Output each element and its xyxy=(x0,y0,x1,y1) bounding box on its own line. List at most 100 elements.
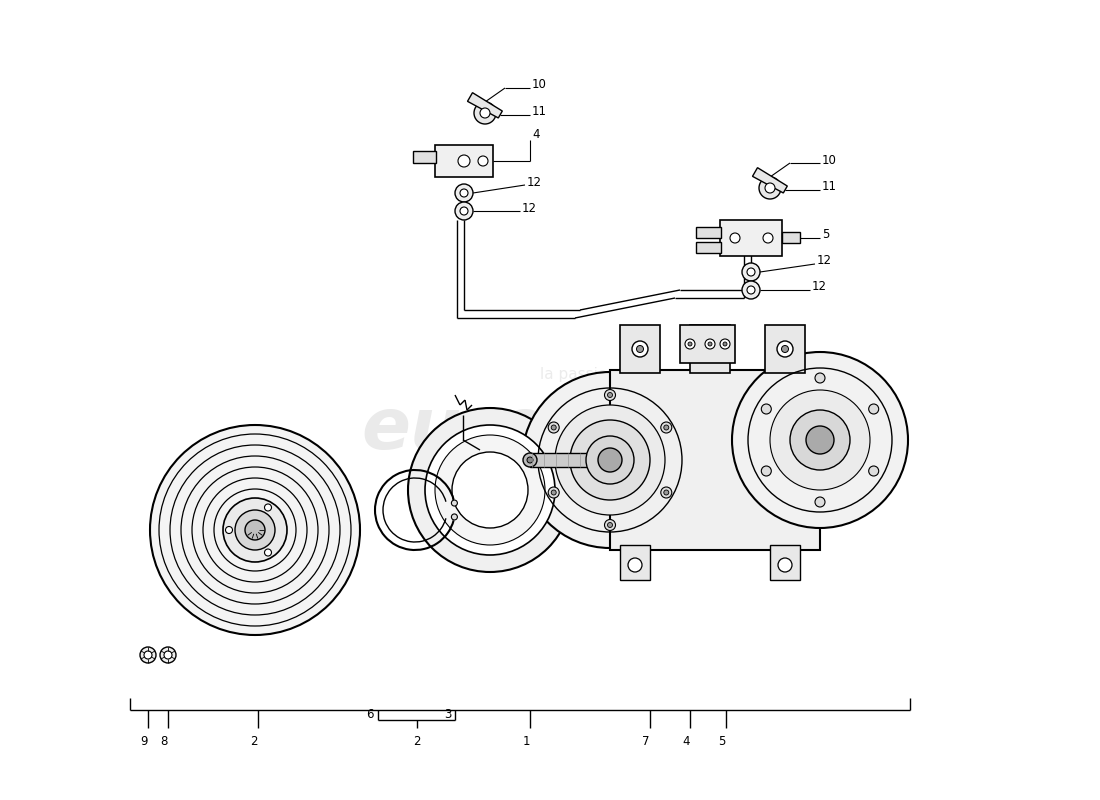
Circle shape xyxy=(688,342,692,346)
Circle shape xyxy=(661,422,672,433)
Text: 4: 4 xyxy=(532,129,539,142)
Circle shape xyxy=(632,341,648,357)
Text: 10: 10 xyxy=(532,78,547,91)
Text: 3: 3 xyxy=(444,709,452,722)
Circle shape xyxy=(551,425,557,430)
Text: eurospares: eurospares xyxy=(362,395,818,465)
Circle shape xyxy=(527,457,534,463)
Circle shape xyxy=(451,514,458,520)
Circle shape xyxy=(425,425,556,555)
Bar xyxy=(610,370,820,550)
Bar xyxy=(696,242,720,253)
Circle shape xyxy=(164,651,172,659)
Circle shape xyxy=(705,339,715,349)
Circle shape xyxy=(551,490,557,495)
Circle shape xyxy=(452,452,528,528)
Polygon shape xyxy=(468,93,503,118)
Text: 8: 8 xyxy=(161,735,167,748)
Text: 12: 12 xyxy=(527,175,542,189)
Circle shape xyxy=(455,184,473,202)
Circle shape xyxy=(598,448,622,472)
Circle shape xyxy=(522,372,698,548)
Text: 4: 4 xyxy=(682,735,690,748)
Circle shape xyxy=(661,487,672,498)
Circle shape xyxy=(451,500,458,506)
Circle shape xyxy=(235,510,275,550)
Text: 6: 6 xyxy=(366,709,374,722)
Text: la passion de: la passion de xyxy=(539,367,640,382)
Circle shape xyxy=(264,549,272,556)
Bar xyxy=(530,453,612,467)
Text: 5: 5 xyxy=(822,229,829,242)
Circle shape xyxy=(586,436,634,484)
Text: 2: 2 xyxy=(251,735,257,748)
Circle shape xyxy=(663,425,669,430)
Circle shape xyxy=(556,405,666,515)
Circle shape xyxy=(742,281,760,299)
Bar xyxy=(434,145,493,177)
Circle shape xyxy=(522,453,537,467)
Circle shape xyxy=(806,426,834,454)
Circle shape xyxy=(747,268,755,276)
Circle shape xyxy=(264,504,272,511)
Circle shape xyxy=(815,373,825,383)
Circle shape xyxy=(781,346,789,353)
Text: 12: 12 xyxy=(522,202,537,214)
Circle shape xyxy=(480,108,490,118)
Bar xyxy=(620,325,660,373)
Circle shape xyxy=(408,408,572,572)
Circle shape xyxy=(607,393,613,398)
Circle shape xyxy=(777,341,793,357)
Text: 11: 11 xyxy=(822,180,837,193)
Circle shape xyxy=(140,647,156,663)
Circle shape xyxy=(478,156,488,166)
Circle shape xyxy=(607,522,613,527)
Text: 9: 9 xyxy=(141,735,147,748)
Circle shape xyxy=(761,466,771,476)
Circle shape xyxy=(474,102,496,124)
Circle shape xyxy=(628,558,642,572)
Circle shape xyxy=(723,342,727,346)
Text: 2: 2 xyxy=(414,735,420,748)
Circle shape xyxy=(245,520,265,540)
Circle shape xyxy=(742,263,760,281)
Circle shape xyxy=(160,647,176,663)
Circle shape xyxy=(761,404,771,414)
Bar xyxy=(764,325,805,373)
Circle shape xyxy=(460,189,467,197)
Circle shape xyxy=(720,339,730,349)
Circle shape xyxy=(226,526,232,534)
Circle shape xyxy=(570,420,650,500)
Circle shape xyxy=(663,490,669,495)
Bar xyxy=(720,220,782,256)
Circle shape xyxy=(702,341,718,357)
Text: 11: 11 xyxy=(532,105,547,118)
Circle shape xyxy=(869,466,879,476)
Circle shape xyxy=(637,346,644,353)
Circle shape xyxy=(605,390,616,401)
Circle shape xyxy=(548,422,559,433)
Bar xyxy=(412,151,436,163)
Circle shape xyxy=(869,404,879,414)
Circle shape xyxy=(223,498,287,562)
Circle shape xyxy=(455,202,473,220)
Circle shape xyxy=(730,233,740,243)
Text: 12: 12 xyxy=(812,281,827,294)
Circle shape xyxy=(144,651,152,659)
Circle shape xyxy=(706,346,714,353)
Bar xyxy=(696,227,720,238)
Text: since 1985: since 1985 xyxy=(536,476,704,504)
Circle shape xyxy=(548,487,559,498)
Text: 7: 7 xyxy=(642,735,650,748)
Bar xyxy=(770,545,800,580)
Circle shape xyxy=(764,183,776,193)
Bar xyxy=(620,545,650,580)
Circle shape xyxy=(790,410,850,470)
Circle shape xyxy=(763,233,773,243)
Text: 5: 5 xyxy=(718,735,726,748)
Bar xyxy=(690,325,730,373)
Circle shape xyxy=(458,155,470,167)
Circle shape xyxy=(150,425,360,635)
Circle shape xyxy=(759,177,781,199)
Circle shape xyxy=(778,558,792,572)
